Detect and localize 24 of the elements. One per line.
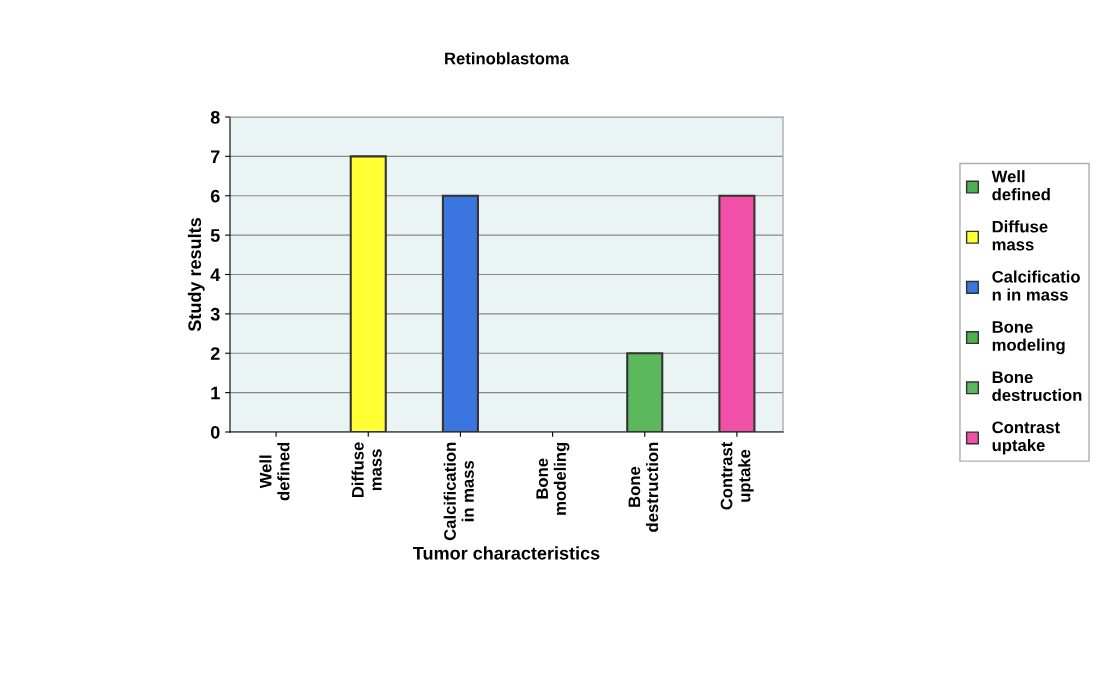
y-tick-label: 2 [210,347,220,360]
legend-label: Bone modeling [992,321,1065,355]
y-tick-label: 7 [211,150,220,163]
x-tick-label: Calcification in mass [443,442,474,541]
y-tick-label: 6 [210,189,220,203]
y-tick-label: 5 [210,229,220,242]
x-tick-label: Well defined [259,442,290,501]
y-tick-label: 3 [210,307,220,321]
legend-label: Calcification in mass [992,270,1080,301]
y-tick-label: 0 [210,425,220,439]
legend-label: Contrast uptake [992,421,1060,455]
x-tick-label: Diffuse mass [351,442,382,498]
x-tick-label: Bone destruction [628,442,659,532]
legend-label: Well defined [991,170,1050,201]
y-axis-title: Study results [187,218,205,332]
legend-label: Bone destruction [992,371,1082,402]
chart-title: Retinoblastoma [445,52,570,65]
legend-label: Diffuse mass [992,220,1048,251]
x-axis-title: Tumor characteristics [413,546,600,560]
y-tick-label: 8 [210,110,220,124]
x-tick-label: Bone modeling [536,442,570,515]
x-tick-label: Contrast uptake [720,441,754,510]
y-tick-label: 1 [211,386,220,400]
y-tick-label: 4 [210,268,221,282]
